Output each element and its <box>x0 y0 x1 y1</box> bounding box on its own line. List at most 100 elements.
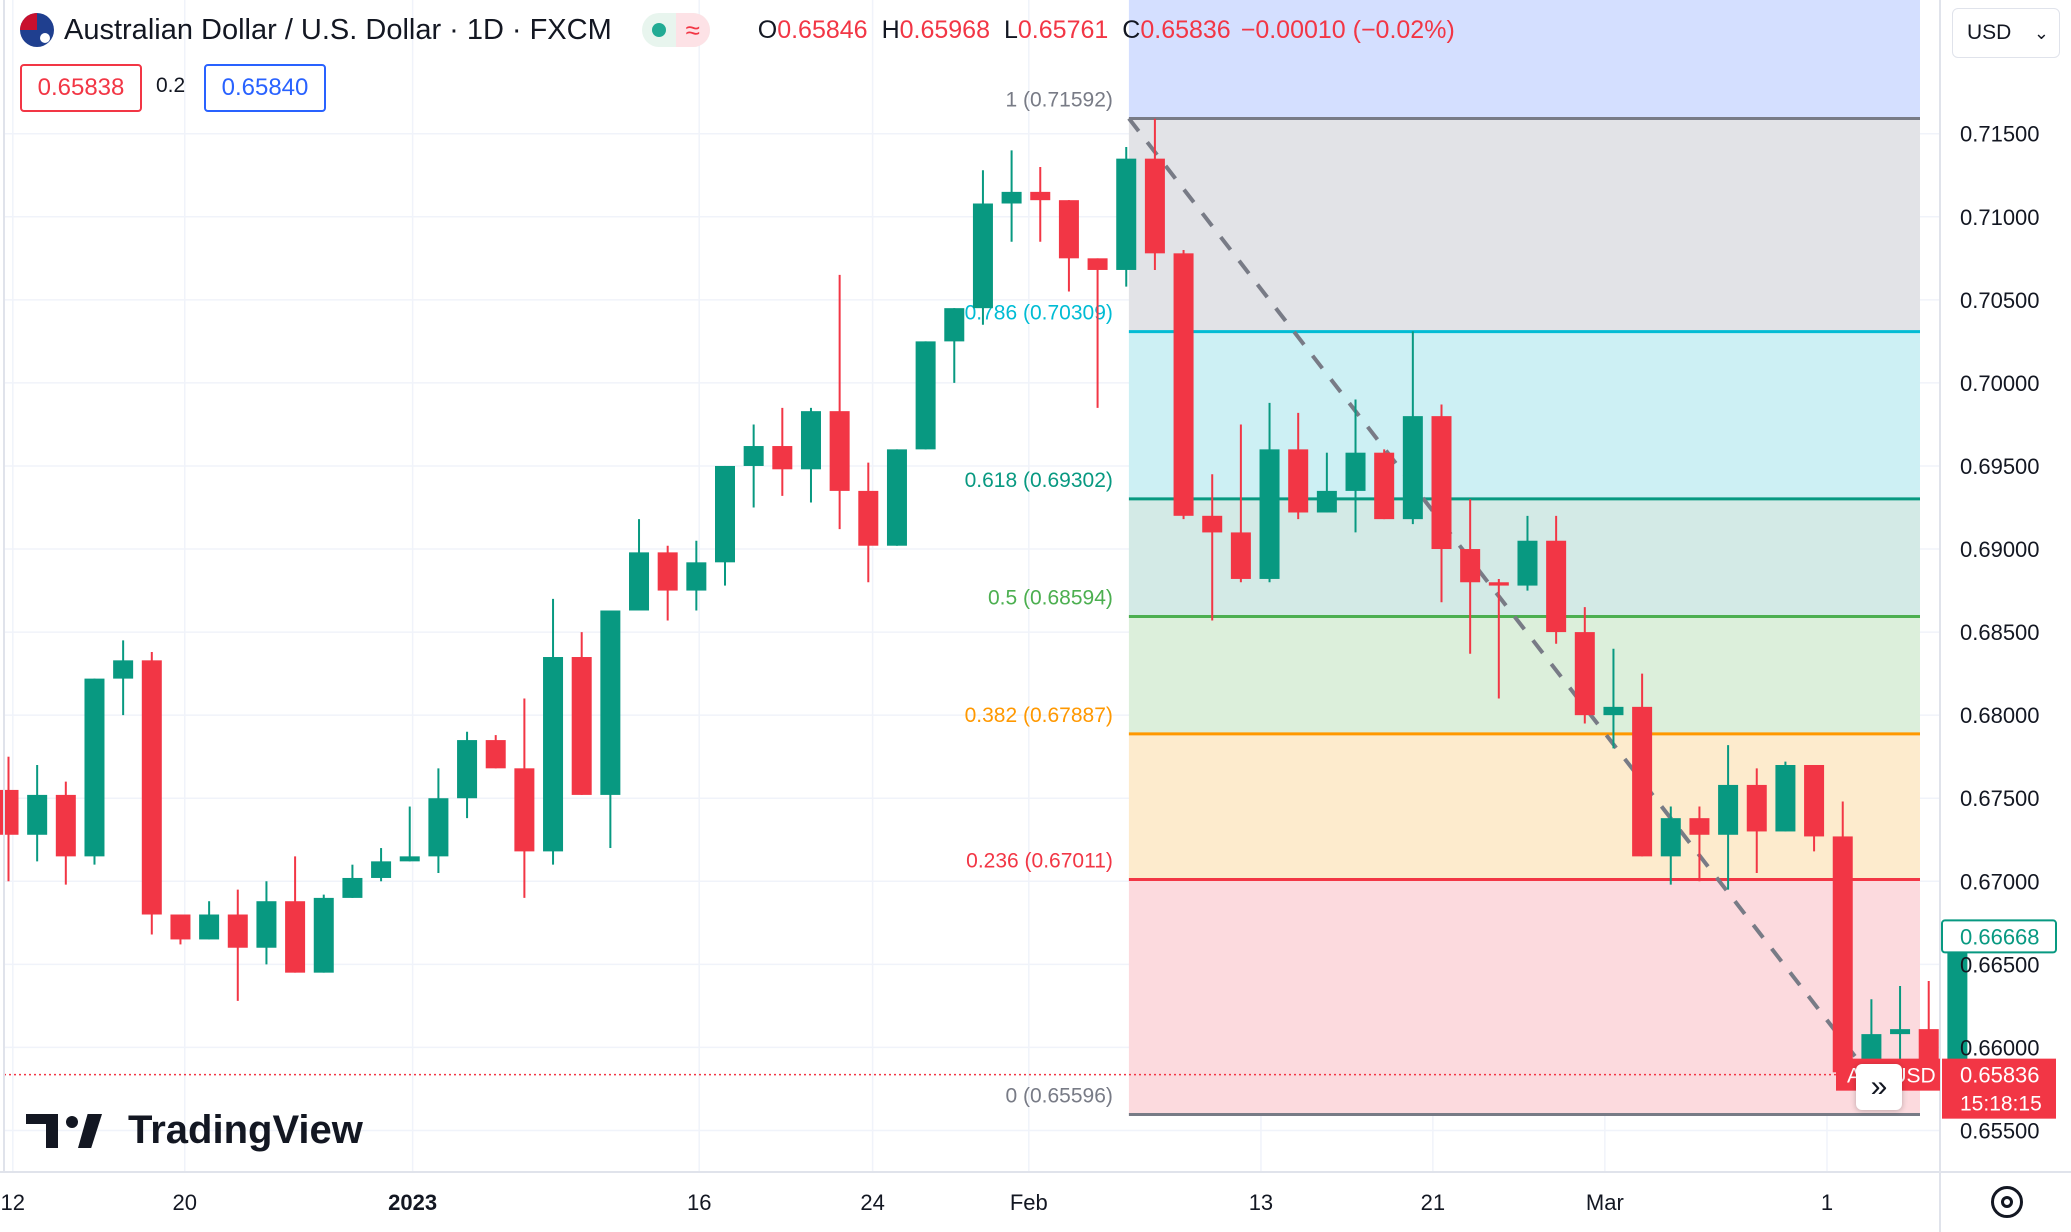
candle-body <box>1546 540 1567 633</box>
candle-body <box>1660 818 1681 857</box>
candle-body <box>256 901 277 948</box>
candle-body <box>227 914 248 948</box>
candle-body <box>686 562 707 591</box>
fib-zone-0.786 <box>1128 331 1920 499</box>
candle-body <box>199 914 220 940</box>
candle-body <box>1288 449 1309 513</box>
candle-body <box>27 794 48 835</box>
candle-body <box>1316 490 1337 513</box>
time-tick-label: 1 <box>1821 1190 1833 1215</box>
time-tick-label: 20 <box>173 1190 197 1215</box>
candle-body <box>371 861 392 878</box>
currency-select[interactable]: USD ⌄ <box>1952 8 2060 58</box>
scroll-to-realtime-button[interactable]: » <box>1856 1064 1902 1110</box>
time-tick-label: Mar <box>1586 1190 1624 1215</box>
candle-body <box>84 678 105 857</box>
candle-body <box>1116 158 1137 270</box>
candle-body <box>170 914 191 940</box>
candle-body <box>1488 582 1509 586</box>
candle-body <box>743 446 764 466</box>
delayed-data-icon: ≈ <box>675 13 710 47</box>
fib-extension-zone <box>1128 0 1920 119</box>
candle-body <box>858 490 879 546</box>
candle-body <box>1775 764 1796 832</box>
price-tick-label: 0.70000 <box>1960 371 2040 396</box>
fib-label-0: 0 (0.65596) <box>1005 1085 1112 1108</box>
candle-body <box>1345 452 1366 491</box>
candle-body <box>485 740 506 769</box>
tradingview-logo-icon <box>26 1110 122 1150</box>
countdown-timer: 15:18:15 <box>1960 1093 2042 1116</box>
symbol-name[interactable]: Australian Dollar / U.S. Dollar <box>64 13 442 46</box>
open-value: 0.65846 <box>777 15 868 44</box>
candle-body <box>629 552 650 611</box>
candle-body <box>399 856 420 862</box>
close-value: 0.65836 <box>1140 15 1231 44</box>
candle-body <box>1718 784 1739 835</box>
fib-label-0.786: 0.786 (0.70309) <box>965 302 1113 325</box>
candle-body <box>571 657 592 795</box>
candle-body <box>1001 191 1022 204</box>
candle-body <box>800 411 821 470</box>
candle-body <box>915 341 936 450</box>
candle-body <box>1374 452 1395 520</box>
candle-body <box>1030 191 1051 201</box>
candle-body <box>1574 632 1595 716</box>
interval-label[interactable]: 1D <box>466 13 504 46</box>
gear-icon[interactable] <box>1991 1186 2023 1218</box>
fib-label-0.382: 0.382 (0.67887) <box>965 704 1113 727</box>
candle-body <box>1460 549 1481 583</box>
candle-body <box>1632 706 1653 857</box>
open-label: O <box>757 15 778 44</box>
exchange-label: FXCM <box>529 13 612 46</box>
price-tick-label: 0.66000 <box>1960 1035 2040 1060</box>
fib-zone-0.382 <box>1128 733 1920 880</box>
fib-zone-1 <box>1128 118 1920 332</box>
candle-body <box>600 610 621 795</box>
last-price-badge <box>1942 1058 2056 1119</box>
sell-price-button[interactable]: 0.65838 <box>20 64 142 112</box>
chevron-down-icon: ⌄ <box>2033 23 2049 43</box>
buy-price-button[interactable]: 0.65840 <box>204 64 326 112</box>
candle-body <box>1173 253 1194 516</box>
candle-body <box>514 768 535 852</box>
price-tick-label: 0.69500 <box>1960 454 2040 479</box>
candle-body <box>141 660 162 915</box>
high-label: H <box>881 15 900 44</box>
candle-body <box>1890 1029 1911 1035</box>
candle-body <box>886 449 907 546</box>
candle-body <box>313 897 334 973</box>
candle-body <box>1804 764 1825 837</box>
fib-label-1: 1 (0.71592) <box>1005 88 1112 111</box>
price-tick-label: 0.68000 <box>1960 703 2040 728</box>
price-tick-label: 0.71000 <box>1960 205 2040 230</box>
price-tick-label: 0.71500 <box>1960 122 2040 147</box>
time-tick-label: 24 <box>860 1190 884 1215</box>
candle-body <box>1947 936 1968 1074</box>
time-tick-label: 13 <box>1249 1190 1273 1215</box>
currency-value: USD <box>1967 21 2012 44</box>
candle-body <box>543 657 564 852</box>
time-tick-label: Feb <box>1010 1190 1048 1215</box>
price-tick-label: 0.70500 <box>1960 288 2040 313</box>
candle-body <box>715 465 735 563</box>
market-status[interactable]: ≈ <box>641 13 710 47</box>
candle-body <box>1259 449 1280 579</box>
high-marker-badge <box>1941 919 2057 954</box>
fib-zone-0.5 <box>1128 616 1920 734</box>
candle-body <box>657 552 678 591</box>
close-label: C <box>1122 15 1141 44</box>
price-tick-label: 0.67500 <box>1960 786 2040 811</box>
high-value: 0.65968 <box>899 15 990 44</box>
price-tick-label: 0.67000 <box>1960 869 2040 894</box>
tradingview-logo[interactable]: TradingView <box>26 1105 363 1155</box>
market-open-dot-icon <box>642 13 676 47</box>
spread-value: 0.2 <box>156 74 186 97</box>
price-tick-label: 0.66500 <box>1960 952 2040 977</box>
candle-body <box>1202 515 1223 533</box>
candle-body <box>1230 532 1251 579</box>
time-tick-label: 16 <box>687 1190 711 1215</box>
candle-body <box>342 877 363 898</box>
